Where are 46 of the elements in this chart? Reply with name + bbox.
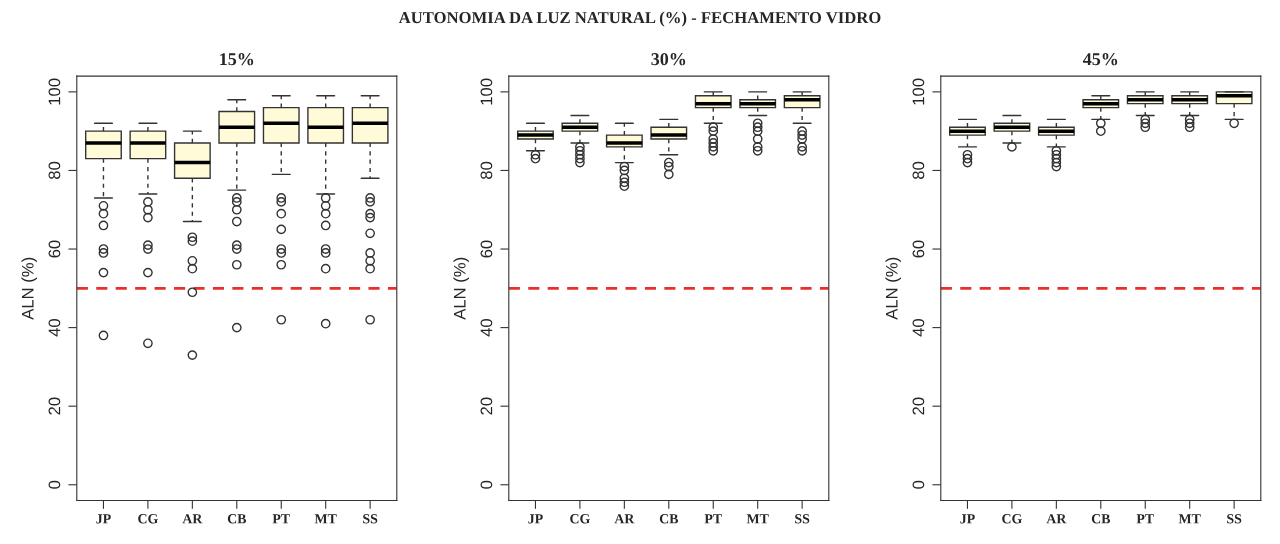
y-tick-label: 20	[480, 397, 493, 415]
x-tick-label: MT	[746, 514, 769, 524]
x-tick-label: CB	[659, 514, 679, 524]
y-tick-label: 20	[912, 397, 925, 415]
x-tick-label: PT	[704, 514, 722, 524]
y-tick-label: 100	[912, 78, 925, 105]
x-tick-label: CB	[227, 514, 247, 524]
y-tick-label: 100	[480, 78, 493, 105]
x-tick-label: MT	[314, 514, 337, 524]
y-tick-label: 100	[48, 78, 61, 105]
x-tick-label: CB	[1091, 514, 1111, 524]
y-tick-label: 60	[480, 240, 493, 258]
x-tick-label: CG	[570, 514, 590, 524]
y-tick-label: 60	[48, 240, 61, 258]
x-tick-label: MT	[1178, 514, 1201, 524]
y-tick-label: 40	[48, 318, 61, 337]
y-tick-label: 40	[912, 318, 925, 337]
chart-title: 30%	[651, 53, 686, 66]
chart-title: 15%	[220, 53, 254, 66]
y-tick-label: 80	[912, 161, 925, 179]
x-tick-label: CG	[138, 514, 158, 524]
y-tick-label: 80	[48, 161, 61, 179]
y-tick-label: 60	[912, 240, 925, 258]
chart-title: 45%	[1082, 53, 1118, 66]
x-tick-label: SS	[363, 514, 378, 524]
x-tick-label: JP	[96, 514, 111, 524]
x-tick-label: AR	[614, 514, 635, 524]
y-axis-title: ALN (%)	[453, 257, 469, 320]
x-tick-label: PT	[1136, 514, 1154, 524]
y-tick-label: 0	[48, 480, 61, 489]
x-tick-label: AR	[182, 514, 203, 524]
x-tick-label: JP	[960, 514, 975, 524]
x-tick-label: PT	[272, 514, 290, 524]
y-tick-label: 0	[912, 480, 925, 489]
x-tick-label: SS	[1227, 514, 1242, 524]
y-tick-label: 40	[480, 318, 493, 337]
y-tick-label: 0	[480, 480, 493, 489]
y-axis-title: ALN (%)	[885, 257, 901, 320]
x-tick-label: JP	[528, 514, 543, 524]
x-tick-label: CG	[1002, 514, 1022, 524]
text: AUTONOMIA DA LUZ NATURAL (%) - FECHAMENTO VIDRO	[398, 11, 881, 27]
y-tick-label: 80	[480, 161, 493, 179]
x-tick-label: SS	[795, 514, 810, 524]
y-tick-label: 20	[48, 397, 61, 415]
x-tick-label: AR	[1046, 514, 1067, 524]
y-axis-title: ALN (%)	[21, 257, 37, 320]
